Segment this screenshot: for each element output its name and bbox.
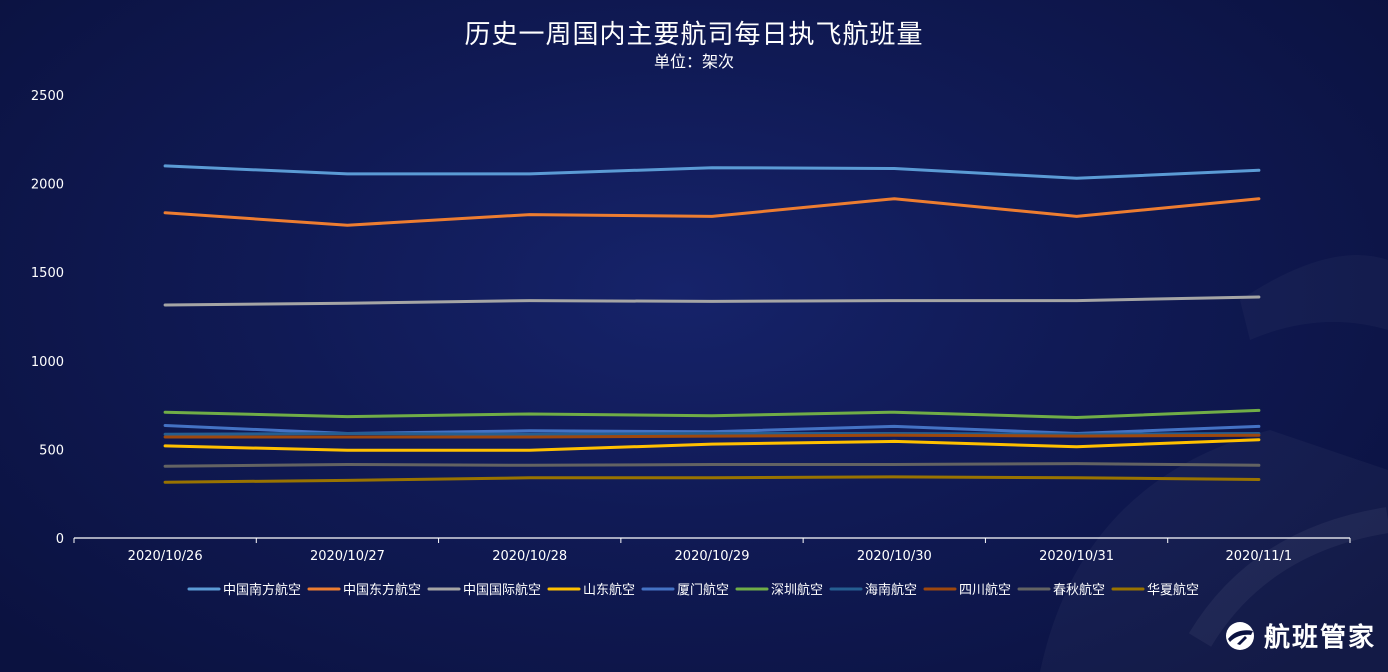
legend-label: 山东航空 — [583, 582, 635, 598]
legend: 中国南方航空 中国东方航空 中国国际航空 山东航空 厦门航空 深圳航空 海南航空 四川航空 春秋… — [187, 582, 1199, 598]
y-tick-label: 2000 — [31, 178, 64, 193]
brand-logo: 航班管家 — [1224, 617, 1376, 654]
y-tick-label: 2500 — [31, 89, 64, 104]
series-line-3 — [163, 295, 1261, 307]
legend-label: 华夏航空 — [1147, 582, 1199, 598]
y-tick-label: 1000 — [31, 355, 64, 370]
x-tick-label: 2020/11/1 — [1226, 549, 1293, 564]
x-tick-label: 2020/10/27 — [310, 549, 385, 564]
x-tick-label: 2020/10/28 — [492, 549, 567, 564]
series-line-8 — [163, 433, 1261, 439]
axes — [73, 537, 1351, 543]
x-tick-label: 2020/10/31 — [1039, 549, 1114, 564]
decor-arc — [1188, 507, 1388, 647]
legend-label: 中国东方航空 — [343, 582, 421, 598]
series-line-7 — [163, 432, 1261, 436]
legend-label: 四川航空 — [959, 582, 1011, 598]
legend-label: 中国南方航空 — [223, 582, 301, 598]
legend-item[interactable]: 深圳航空 — [735, 582, 823, 598]
brand-name: 航班管家 — [1263, 623, 1376, 653]
plane-globe-icon — [1225, 621, 1254, 650]
legend-label: 厦门航空 — [677, 582, 729, 598]
series-line-9 — [163, 462, 1261, 468]
legend-item[interactable]: 中国南方航空 — [187, 582, 301, 598]
legend-label: 海南航空 — [865, 582, 917, 598]
decor-shape-right — [1240, 255, 1388, 340]
legend-item[interactable]: 中国东方航空 — [307, 582, 421, 598]
legend-label: 深圳航空 — [771, 582, 823, 598]
x-tick-label: 2020/10/30 — [857, 549, 932, 564]
series-line-6 — [163, 408, 1261, 419]
x-tick-label: 2020/10/26 — [128, 549, 203, 564]
legend-item[interactable]: 厦门航空 — [641, 582, 729, 598]
legend-item[interactable]: 四川航空 — [923, 582, 1011, 598]
series-line-1 — [163, 164, 1261, 180]
legend-item[interactable]: 春秋航空 — [1017, 582, 1105, 598]
legend-label: 春秋航空 — [1053, 582, 1105, 598]
y-tick-label: 500 — [39, 443, 64, 458]
series-line-4 — [163, 438, 1261, 452]
y-tick-label: 1500 — [31, 266, 64, 281]
chart-subtitle: 单位：架次 — [653, 52, 734, 71]
legend-item[interactable]: 山东航空 — [547, 582, 635, 598]
legend-label: 中国国际航空 — [463, 582, 541, 598]
x-axis-tick-labels: 2020/10/26 2020/10/27 2020/10/28 2020/10/29… — [128, 549, 1293, 564]
y-axis-tick-labels: 0 500 1000 1500 2000 2500 — [31, 89, 64, 547]
legend-item[interactable]: 中国国际航空 — [427, 582, 541, 598]
series-line-2 — [163, 197, 1261, 227]
legend-item[interactable]: 海南航空 — [829, 582, 917, 598]
series-line-10 — [163, 475, 1261, 484]
series-lines — [163, 164, 1261, 484]
background-decoration — [1188, 255, 1388, 647]
chart-title: 历史一周国内主要航司每日执飞航班量 — [464, 20, 924, 50]
legend-item[interactable]: 华夏航空 — [1111, 582, 1199, 598]
x-tick-label: 2020/10/29 — [675, 549, 750, 564]
y-tick-label: 0 — [56, 532, 64, 547]
